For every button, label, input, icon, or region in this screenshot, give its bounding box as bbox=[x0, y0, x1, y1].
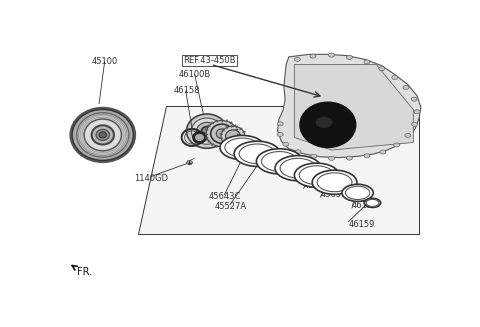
Circle shape bbox=[379, 67, 385, 71]
Circle shape bbox=[403, 86, 409, 90]
Ellipse shape bbox=[221, 126, 245, 146]
Circle shape bbox=[294, 57, 300, 61]
Ellipse shape bbox=[342, 184, 373, 201]
Circle shape bbox=[329, 156, 335, 160]
Polygon shape bbox=[277, 54, 421, 158]
Circle shape bbox=[329, 53, 335, 57]
Circle shape bbox=[310, 54, 316, 58]
Polygon shape bbox=[294, 64, 413, 150]
Ellipse shape bbox=[275, 156, 321, 181]
Ellipse shape bbox=[96, 129, 109, 141]
Text: 45527A: 45527A bbox=[215, 202, 247, 211]
Text: 45644: 45644 bbox=[270, 164, 297, 173]
Circle shape bbox=[392, 76, 398, 79]
Ellipse shape bbox=[234, 141, 280, 166]
Circle shape bbox=[394, 143, 400, 147]
Ellipse shape bbox=[300, 102, 356, 147]
Text: 1140GD: 1140GD bbox=[134, 175, 168, 183]
Text: 45100: 45100 bbox=[92, 58, 118, 66]
Ellipse shape bbox=[84, 119, 121, 151]
Circle shape bbox=[283, 142, 289, 146]
Ellipse shape bbox=[186, 114, 228, 148]
Ellipse shape bbox=[192, 118, 223, 144]
Circle shape bbox=[414, 110, 420, 114]
Circle shape bbox=[347, 156, 352, 160]
Ellipse shape bbox=[193, 132, 205, 143]
Ellipse shape bbox=[196, 122, 217, 140]
Ellipse shape bbox=[71, 109, 134, 161]
Text: 46159: 46159 bbox=[348, 220, 375, 229]
Text: REF.43-450B: REF.43-450B bbox=[183, 56, 235, 65]
Ellipse shape bbox=[316, 117, 333, 128]
Circle shape bbox=[411, 122, 418, 126]
Circle shape bbox=[277, 122, 283, 126]
Text: 45651B: 45651B bbox=[321, 190, 353, 198]
Ellipse shape bbox=[92, 125, 114, 145]
Ellipse shape bbox=[256, 149, 302, 174]
Circle shape bbox=[347, 55, 352, 60]
Ellipse shape bbox=[186, 161, 192, 164]
Circle shape bbox=[277, 132, 283, 136]
Circle shape bbox=[311, 154, 317, 158]
Circle shape bbox=[364, 60, 370, 64]
Ellipse shape bbox=[364, 198, 381, 207]
Polygon shape bbox=[138, 106, 419, 234]
Circle shape bbox=[405, 133, 411, 137]
Text: 45577A: 45577A bbox=[304, 181, 336, 190]
Circle shape bbox=[295, 150, 301, 154]
Ellipse shape bbox=[226, 130, 240, 143]
Text: FR.: FR. bbox=[77, 267, 92, 277]
Circle shape bbox=[380, 150, 386, 154]
Ellipse shape bbox=[294, 163, 339, 187]
Circle shape bbox=[364, 154, 370, 158]
Ellipse shape bbox=[77, 113, 129, 157]
Circle shape bbox=[411, 97, 417, 101]
Text: 46158: 46158 bbox=[173, 86, 200, 95]
Text: 46100B: 46100B bbox=[179, 70, 211, 79]
Text: 46159: 46159 bbox=[352, 201, 378, 210]
Ellipse shape bbox=[220, 135, 264, 160]
Ellipse shape bbox=[216, 129, 228, 138]
Ellipse shape bbox=[312, 170, 357, 194]
Text: 45681: 45681 bbox=[287, 172, 313, 181]
Ellipse shape bbox=[211, 124, 233, 143]
Ellipse shape bbox=[206, 121, 238, 147]
Text: 45643C: 45643C bbox=[209, 192, 241, 201]
Ellipse shape bbox=[202, 127, 213, 136]
Ellipse shape bbox=[99, 132, 107, 138]
